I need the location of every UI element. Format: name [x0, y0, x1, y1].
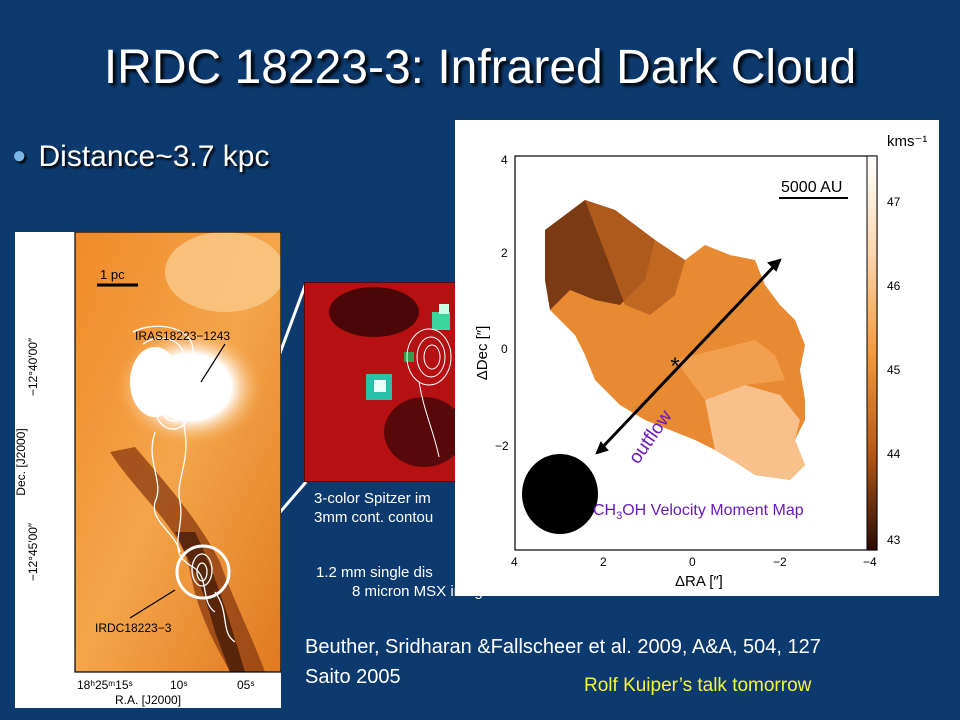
ra-tick-3: 05ˢ: [237, 678, 254, 692]
msx-8-micron-image: 1 pc IRAS18223−1243 IRDC18223−3 −12°40′0…: [15, 232, 281, 708]
spitzer-caption-line2: 3mm cont. contou: [314, 509, 434, 526]
colorbar-tick-47: 47: [887, 195, 901, 209]
colorbar-tick-45: 45: [887, 363, 901, 377]
spitzer-3-color-image: [304, 282, 464, 482]
reference-block: Beuther, Sridharan &Fallscheer et al. 20…: [305, 632, 821, 692]
slide-title: IRDC 18223-3: Infrared Dark Cloud: [103, 41, 857, 94]
y-tick-4: 4: [501, 153, 508, 167]
reference-line2: Saito 2005: [305, 666, 401, 688]
msx-map-svg: 1 pc IRAS18223−1243 IRDC18223−3 −12°40′0…: [15, 232, 281, 707]
dec-axis-label: Dec. [J2000]: [15, 428, 28, 495]
spitzer-caption-line1: 3-color Spitzer im: [314, 490, 431, 507]
source-label-irdc: IRDC18223−3: [95, 621, 172, 635]
scale-bar-au: 5000 AU: [781, 179, 842, 196]
mm-caption-line2: 8 micron MSX image: [352, 583, 492, 600]
x-tick-neg4: −4: [863, 555, 877, 569]
x-tick-neg2: −2: [773, 555, 787, 569]
dec-tick-2: −12°45′00″: [26, 522, 40, 581]
ra-axis-label: R.A. [J2000]: [115, 693, 181, 707]
y-axis-label: ΔDec [″]: [474, 326, 491, 381]
reference-line1: Beuther, Sridharan &Fallscheer et al. 20…: [305, 636, 821, 658]
scale-bar-label: 1 pc: [100, 267, 125, 282]
protostar-marker: *: [670, 353, 679, 380]
velocity-moment-map: * outflow 5000 AU CH3OH Velocity Moment …: [455, 120, 939, 596]
y-tick-neg2: −2: [495, 439, 509, 453]
x-tick-2: 2: [600, 555, 607, 569]
colorbar-tick-46: 46: [887, 279, 901, 293]
talk-note: Rolf Kuiper’s talk tomorrow: [584, 675, 812, 696]
colorbar-tick-44: 44: [887, 447, 901, 461]
bullet-dot-icon: ●: [12, 142, 27, 169]
y-tick-2: 2: [501, 246, 508, 260]
mm-caption: 1.2 mm single dis 8 micron MSX image: [316, 563, 491, 601]
source-label-iras: IRAS18223−1243: [135, 329, 230, 343]
colorbar-unit: kms⁻¹: [887, 133, 927, 150]
map-title: CH3OH Velocity Moment Map: [593, 502, 804, 522]
colorbar-tick-43: 43: [887, 533, 901, 547]
x-tick-0: 0: [689, 555, 696, 569]
ra-tick-1: 18ʰ25ᵐ15ˢ: [77, 678, 133, 692]
distance-bullet: ● Distance~3.7 kpc: [12, 140, 269, 174]
velocity-map-svg: * outflow 5000 AU CH3OH Velocity Moment …: [474, 133, 927, 590]
dec-tick-1: −12°40′00″: [26, 337, 40, 396]
spitzer-caption: 3-color Spitzer im 3mm cont. contou: [314, 489, 433, 527]
y-tick-0: 0: [501, 342, 508, 356]
x-axis-label: ΔRA [″]: [675, 573, 723, 590]
ra-tick-2: 10ˢ: [170, 678, 187, 692]
spitzer-map-svg: [304, 282, 464, 482]
mm-caption-line1: 1.2 mm single dis: [316, 564, 433, 581]
x-tick-4: 4: [511, 555, 518, 569]
distance-text: Distance~3.7 kpc: [38, 140, 270, 173]
